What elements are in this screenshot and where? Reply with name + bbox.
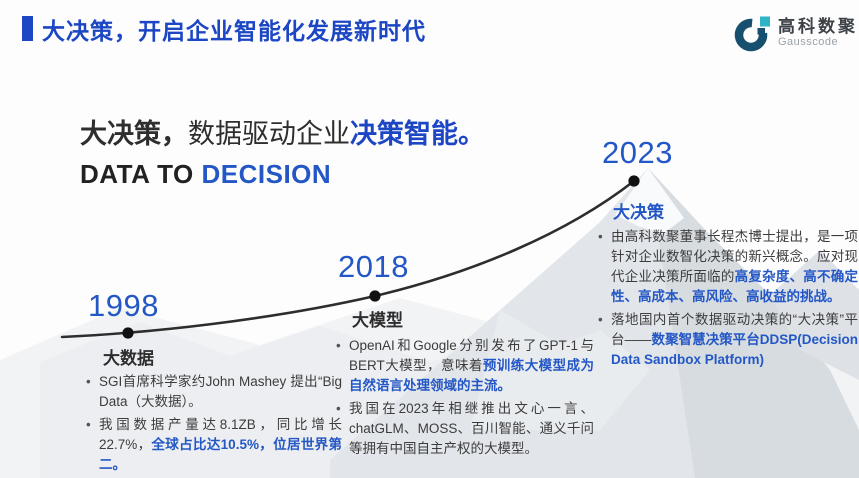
headline-en-accent: DECISION bbox=[201, 159, 332, 189]
logo-company-name-cn: 高科数聚 bbox=[778, 17, 858, 36]
milestone-label-2023: 大决策 bbox=[613, 203, 664, 222]
bullet-item: 我国在2023年相继推出文心一言、chatGLM、MOSS、百川智能、通义千问等… bbox=[336, 399, 594, 459]
headline-cn: 大决策，数据驱动企业决策智能。 bbox=[80, 112, 485, 151]
milestone-bullets-2018: OpenAI和Google分别发布了GPT-1与BERT大模型，意味着预训练大模… bbox=[336, 336, 594, 462]
bullet-item: 落地国内首个数据驱动决策的“大决策”平台——数聚智慧决策平台DDSP(Decis… bbox=[598, 310, 858, 370]
main-headline: 大决策，数据驱动企业决策智能。 DATA TO DECISION bbox=[80, 112, 485, 190]
headline-cn-regular: 数据驱动企业 bbox=[188, 119, 350, 149]
title-accent-bar bbox=[22, 16, 33, 41]
bullet-item: SGI首席科学家约John Mashey 提出“Big Data（大数据）。 bbox=[86, 372, 342, 412]
milestone-bullets-1998: SGI首席科学家约John Mashey 提出“Big Data（大数据）。我国… bbox=[86, 372, 342, 478]
milestone-year-2018: 2018 bbox=[338, 249, 409, 284]
logo-company-name-en: Gausscode bbox=[778, 36, 839, 48]
milestone-label-1998: 大数据 bbox=[103, 349, 154, 368]
gausscode-logo-icon bbox=[734, 16, 770, 52]
milestone-year-2023: 2023 bbox=[602, 135, 673, 170]
company-logo: 高科数聚 Gausscode bbox=[733, 13, 858, 53]
headline-en: DATA TO DECISION bbox=[80, 159, 485, 190]
bullet-item: 我国数据产量达8.1ZB，同比增长22.7%，全球占比达10.5%，位居世界第二… bbox=[86, 415, 342, 475]
milestone-bullets-2023: 由高科数聚董事长程杰博士提出，是一项针对企业数智化决策的新兴概念。应对现代企业决… bbox=[598, 227, 858, 373]
headline-cn-accent: 决策智能。 bbox=[350, 119, 485, 149]
headline-en-dark: DATA TO bbox=[80, 159, 194, 189]
milestone-dot-1998 bbox=[122, 327, 134, 339]
milestone-year-1998: 1998 bbox=[88, 288, 159, 323]
milestone-dot-2018 bbox=[369, 290, 381, 302]
bullet-item: 由高科数聚董事长程杰博士提出，是一项针对企业数智化决策的新兴概念。应对现代企业决… bbox=[598, 227, 858, 307]
bullet-item: OpenAI和Google分别发布了GPT-1与BERT大模型，意味着预训练大模… bbox=[336, 336, 594, 396]
milestone-label-2018: 大模型 bbox=[352, 311, 403, 330]
milestone-dot-2023 bbox=[628, 175, 640, 187]
slide-title: 大决策，开启企业智能化发展新时代 bbox=[42, 18, 426, 44]
headline-cn-bold: 大决策， bbox=[80, 119, 188, 149]
